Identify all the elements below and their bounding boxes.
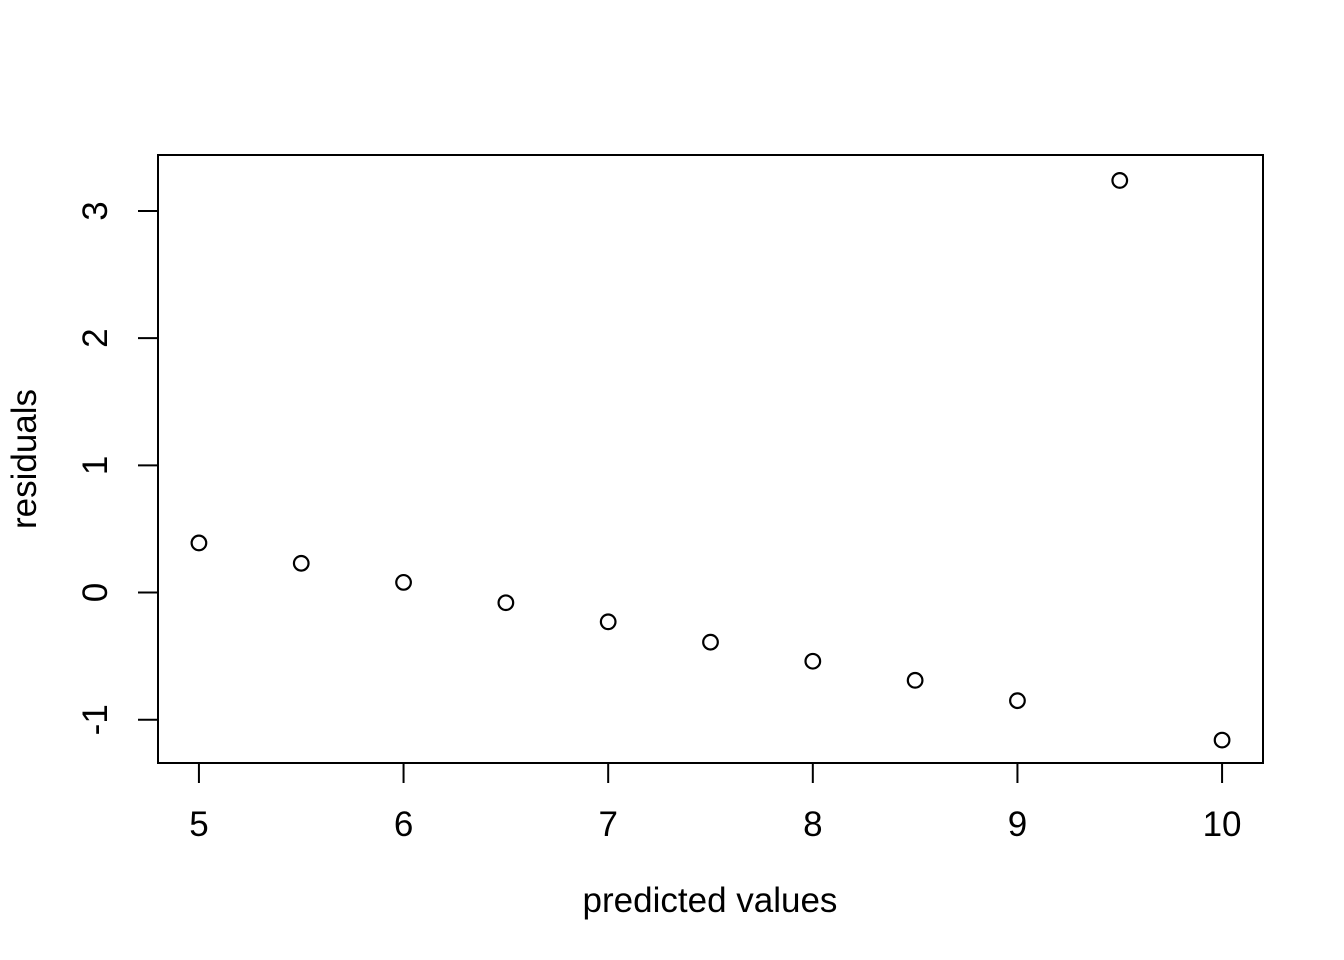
data-point — [1213, 731, 1231, 749]
x-tick-label: 7 — [598, 805, 617, 844]
x-axis: 5 6 7 8 9 10 — [189, 763, 1242, 844]
data-point — [804, 652, 822, 670]
data-point — [190, 534, 208, 552]
y-tick-label: 1 — [76, 456, 115, 475]
y-tick-label: 3 — [76, 201, 115, 220]
y-tick-label: 0 — [76, 583, 115, 602]
x-axis-label: predicted values — [583, 881, 838, 920]
data-point — [497, 594, 515, 612]
x-tick-label: 6 — [394, 805, 413, 844]
data-point — [292, 554, 310, 572]
y-tick-label: 2 — [76, 328, 115, 347]
data-point — [906, 671, 924, 689]
data-point — [702, 633, 719, 651]
data-point — [395, 573, 412, 591]
x-tick-label: 9 — [1008, 805, 1027, 844]
data-point — [1111, 172, 1129, 189]
plot-area-border — [157, 154, 1264, 764]
y-axis-label: residuals — [5, 389, 44, 529]
y-axis: -1 0 1 2 3 — [76, 201, 158, 735]
data-points — [190, 172, 1231, 749]
x-tick-label: 5 — [189, 805, 208, 844]
data-point — [599, 613, 617, 631]
x-tick-label: 10 — [1203, 805, 1242, 844]
data-point — [1009, 692, 1026, 710]
x-tick-label: 8 — [803, 805, 822, 844]
y-tick-label: -1 — [76, 704, 115, 735]
